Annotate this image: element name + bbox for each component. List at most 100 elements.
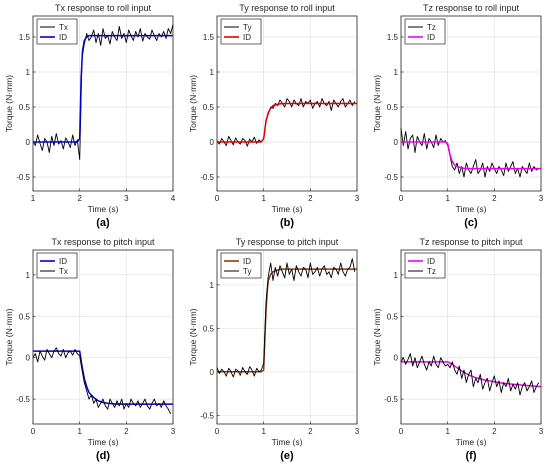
legend-entry: ID	[243, 33, 251, 42]
chart-title: Tz response to pitch input	[419, 237, 523, 247]
x-tick-label: 2	[308, 194, 313, 203]
x-tick-label: 3	[355, 427, 360, 436]
y-tick-label: 0	[210, 368, 215, 377]
chart-panel-3: 0 1 2 3 -0.5 0 0.5 1 1.5 Tz response to roll inpu…	[372, 3, 544, 229]
legend-entry: ID	[243, 257, 251, 266]
x-tick-label: 3	[539, 194, 544, 203]
series-line-tz	[400, 353, 540, 396]
x-axis-label: Time (s)	[88, 204, 119, 214]
x-tick-label: 2	[492, 194, 497, 203]
y-tick-label: 0.5	[203, 103, 215, 112]
legend-entry: ID	[59, 257, 67, 266]
legend-entry: ID	[427, 33, 435, 42]
plot-area	[33, 250, 173, 424]
y-tick-label: 0	[26, 138, 31, 147]
y-tick-label: 1.5	[19, 33, 31, 42]
x-tick-label: 0	[31, 427, 36, 436]
y-tick-label: 1	[394, 68, 399, 77]
legend-entry: Tx	[59, 267, 68, 276]
series-line-ty	[216, 258, 356, 378]
y-tick-label: 0.5	[387, 103, 399, 112]
legend-entry: ID	[59, 33, 67, 42]
chart-panel-4: 0 1 2 3 -0.5 0 0.5 1 Tx response to pitch input T…	[4, 237, 176, 462]
y-tick-label: 0	[210, 138, 215, 147]
y-axis-label: Torque (N·mm)	[4, 308, 14, 365]
y-tick-label: 1.5	[387, 33, 399, 42]
chart-title: Ty response to roll input	[239, 3, 335, 13]
chart-title: Ty response to pitch input	[236, 237, 339, 247]
y-tick-label: 0.5	[203, 324, 215, 333]
y-tick-label: -0.5	[384, 173, 398, 182]
x-tick-label: 2	[492, 427, 497, 436]
x-tick-label: 2	[308, 427, 313, 436]
axes-frame	[216, 249, 358, 425]
series-line-tz	[400, 127, 539, 178]
legend-box	[36, 18, 78, 45]
series-line-tx	[32, 347, 172, 415]
x-tick-label: 1	[261, 427, 266, 436]
y-tick-label: 0	[26, 354, 31, 363]
y-axis-label: Torque (N·mm)	[372, 308, 382, 365]
y-tick-label: 0	[394, 354, 399, 363]
x-tick-label: 0	[399, 427, 404, 436]
panel-label: (e)	[280, 450, 294, 462]
chart-title: Tx response to pitch input	[51, 237, 155, 247]
series-line-tx	[32, 24, 174, 160]
legend-entry: Ty	[243, 23, 251, 32]
panel-label: (a)	[96, 217, 110, 229]
axes-frame	[400, 249, 542, 425]
series-line-id	[217, 268, 357, 373]
series-line-id	[401, 361, 542, 388]
y-tick-label: 1.5	[203, 33, 215, 42]
legend-box	[220, 18, 262, 45]
axes-frame	[32, 249, 174, 425]
chart-title: Tz response to roll input	[423, 3, 520, 13]
plot-area	[401, 16, 541, 191]
x-axis-label: Time (s)	[88, 437, 119, 447]
x-tick-label: 3	[355, 194, 360, 203]
legend-entry: Ty	[243, 267, 251, 276]
x-tick-label: 3	[539, 427, 544, 436]
chart-panel-6: 0 1 2 3 -0.5 0 0.5 1 Tz response to pitch input T…	[372, 237, 544, 462]
y-tick-label: 1	[26, 68, 31, 77]
chart-panel-2: 0 1 2 3 -0.5 0 0.5 1 1.5 Ty response to roll inpu…	[188, 3, 360, 229]
plot-area	[33, 16, 173, 191]
series-line-id	[33, 34, 173, 143]
legend-entry: Tx	[59, 23, 68, 32]
y-tick-label: 1	[394, 271, 399, 280]
x-tick-label: 1	[261, 194, 266, 203]
x-tick-label: 1	[445, 194, 450, 203]
y-axis-label: Torque (N·mm)	[188, 308, 198, 365]
panel-label: (c)	[464, 217, 478, 229]
x-tick-label: 2	[124, 427, 129, 436]
plot-area	[217, 250, 357, 424]
x-tick-label: 4	[171, 194, 176, 203]
y-axis-label: Torque (N·mm)	[4, 75, 14, 132]
x-tick-label: 1	[77, 427, 82, 436]
panel-label: (f)	[466, 450, 477, 462]
y-tick-label: -0.5	[16, 395, 30, 404]
x-tick-label: 1	[445, 427, 450, 436]
x-axis-label: Time (s)	[272, 204, 303, 214]
y-tick-label: -0.5	[200, 411, 214, 420]
legend-box	[220, 252, 262, 279]
x-tick-label: 0	[399, 194, 404, 203]
y-tick-label: -0.5	[200, 173, 214, 182]
legend-box	[404, 18, 446, 45]
chart-title: Tx response to roll input	[55, 3, 152, 13]
y-tick-label: 0.5	[19, 312, 31, 321]
legend-box	[404, 252, 446, 279]
x-tick-label: 2	[77, 194, 82, 203]
y-tick-label: 0.5	[387, 312, 399, 321]
legend-entry: Tz	[427, 23, 436, 32]
x-tick-label: 0	[215, 194, 220, 203]
y-axis-label: Torque (N·mm)	[372, 75, 382, 132]
legend-box	[36, 252, 78, 279]
legend-entry: ID	[427, 257, 435, 266]
x-axis-label: Time (s)	[456, 204, 487, 214]
x-tick-label: 0	[215, 427, 220, 436]
series-line-id	[217, 102, 357, 143]
x-tick-label: 3	[171, 427, 176, 436]
x-tick-label: 1	[31, 194, 36, 203]
